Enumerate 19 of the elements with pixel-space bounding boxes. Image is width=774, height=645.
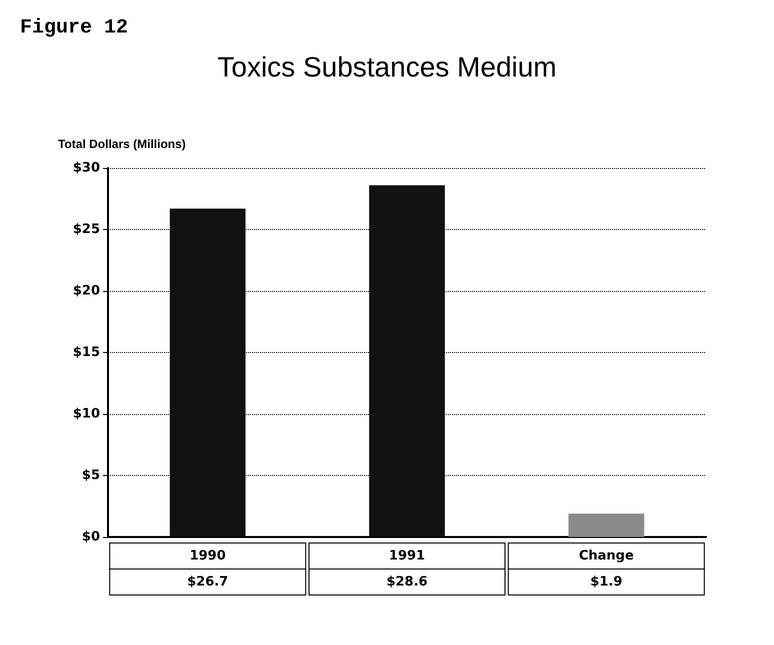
caption: Figure 12 — [20, 16, 128, 40]
bar — [568, 514, 644, 537]
y-tick-label: $25 — [72, 222, 100, 237]
chart-title: Toxics Substances Medium — [217, 52, 557, 82]
y-tick-label: $15 — [72, 345, 100, 360]
data-label: $1.9 — [590, 574, 622, 590]
y-tick-label: $5 — [82, 468, 100, 483]
x-tick-label: Change — [578, 548, 634, 564]
y-tick-label: $10 — [72, 406, 100, 422]
y-tick-label: $0 — [82, 530, 100, 544]
x-tick-label: 1991 — [388, 548, 426, 564]
data-label: $26.7 — [187, 574, 228, 590]
y-tick-label: $20 — [72, 284, 100, 298]
data-label: $28.6 — [386, 574, 428, 590]
bar — [369, 185, 445, 537]
bar — [170, 208, 246, 537]
y-axis-title: Total Dollars (Millions) — [58, 137, 186, 151]
x-tick-label: 1990 — [190, 548, 226, 564]
y-tick-label: $30 — [72, 160, 100, 176]
